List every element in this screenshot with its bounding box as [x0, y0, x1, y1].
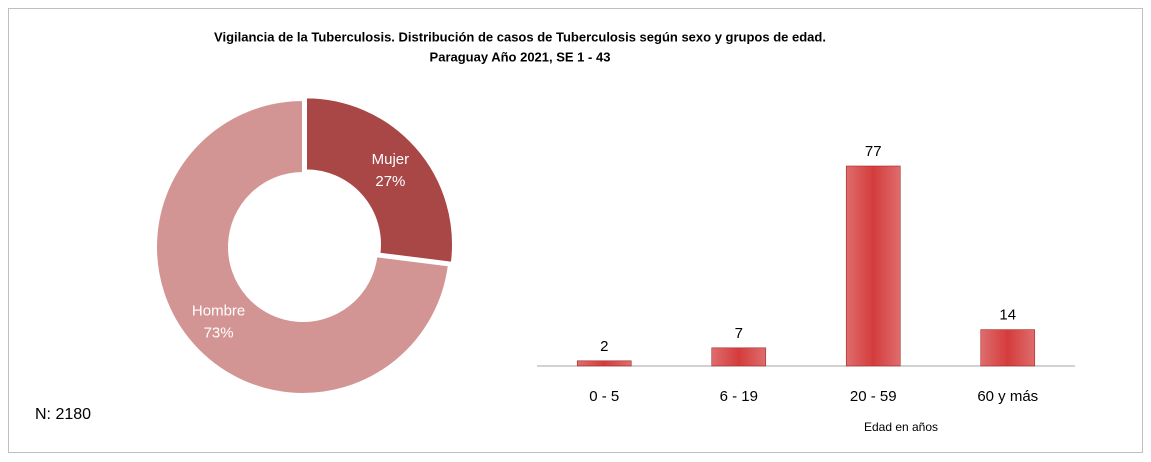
slice-value-label: 73% — [204, 324, 234, 341]
slice-label: Hombre — [192, 302, 245, 319]
bar — [980, 329, 1036, 367]
bar — [576, 360, 632, 367]
x-tick-label: 20 - 59 — [850, 388, 897, 405]
value-label: 77 — [865, 143, 882, 160]
bar — [711, 347, 767, 367]
donut-slice — [155, 98, 450, 395]
x-axis-label: Edad en años — [864, 420, 938, 434]
bar — [845, 165, 901, 367]
x-tick-label: 6 - 19 — [720, 388, 758, 405]
chart-subtitle: Paraguay Año 2021, SE 1 - 43 — [430, 49, 611, 64]
value-label: 14 — [999, 307, 1016, 324]
donut-slice — [305, 96, 454, 264]
value-label: 2 — [600, 338, 608, 355]
x-tick-label: 60 y más — [977, 388, 1038, 405]
slice-value-label: 27% — [375, 173, 405, 190]
value-label: 7 — [735, 325, 743, 342]
note: N: 2180 — [35, 406, 91, 423]
chart-title: Vigilancia de la Tuberculosis. Distribuc… — [214, 29, 826, 44]
x-tick-label: 0 - 5 — [589, 388, 619, 405]
slice-label: Mujer — [372, 151, 410, 168]
